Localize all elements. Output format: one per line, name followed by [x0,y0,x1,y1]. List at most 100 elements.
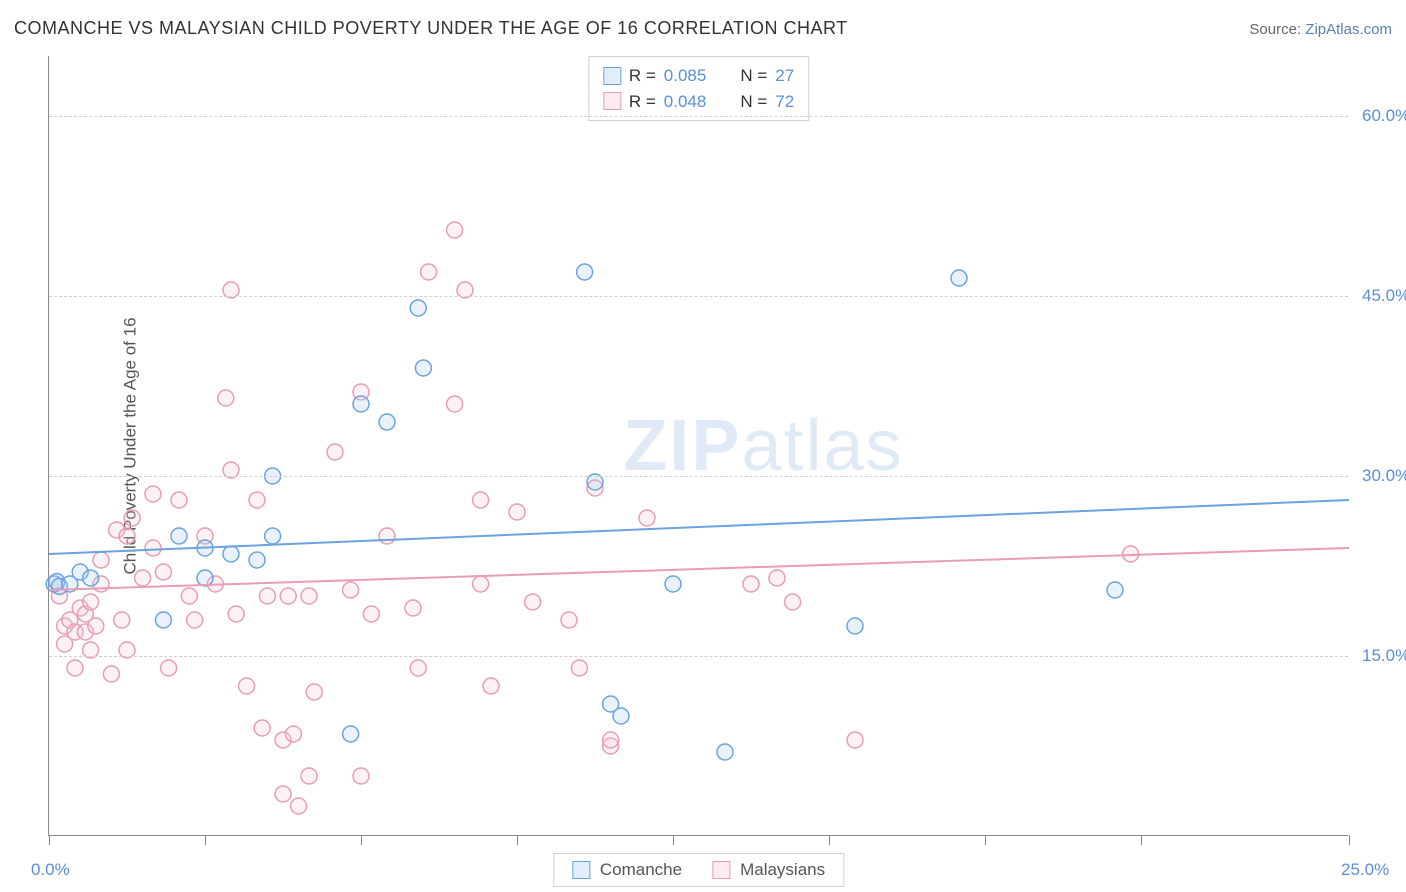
source-attribution: Source: ZipAtlas.com [1249,21,1392,38]
data-point [83,594,99,610]
data-point [717,744,733,760]
chart-title: COMANCHE VS MALAYSIAN CHILD POVERTY UNDE… [14,18,848,39]
legend-r-value: 0.085 [664,63,707,89]
data-point [301,768,317,784]
x-tick [205,835,206,845]
data-point [509,504,525,520]
data-point [88,618,104,634]
data-point [280,588,296,604]
data-point [410,300,426,316]
data-point [306,684,322,700]
trend-line [49,500,1349,554]
data-point [181,588,197,604]
data-point [301,588,317,604]
data-point [155,564,171,580]
scatter-svg [49,56,1348,835]
data-point [473,576,489,592]
data-point [639,510,655,526]
legend-n-label: N = [740,63,767,89]
series-legend-label: Malaysians [740,860,825,880]
stats-legend-row: R = 0.048N = 72 [603,89,794,115]
data-point [223,546,239,562]
y-tick-label: 15.0% [1352,646,1406,666]
source-label: Source: [1249,21,1301,38]
data-point [171,528,187,544]
gridline [49,116,1348,117]
legend-swatch [712,861,730,879]
data-point [187,612,203,628]
data-point [561,612,577,628]
x-axis-max-label: 25.0% [1341,860,1389,880]
series-legend-item: Malaysians [712,860,825,880]
x-tick [517,835,518,845]
data-point [743,576,759,592]
x-tick [985,835,986,845]
x-tick [1349,835,1350,845]
legend-swatch [603,67,621,85]
data-point [603,732,619,748]
trend-line [49,548,1349,590]
x-axis-min-label: 0.0% [31,860,70,880]
data-point [785,594,801,610]
legend-n-value: 72 [775,89,794,115]
x-tick [49,835,50,845]
legend-r-label: R = [629,63,656,89]
data-point [249,492,265,508]
stats-legend-row: R = 0.085 N = 27 [603,63,794,89]
data-point [218,390,234,406]
data-point [249,552,265,568]
data-point [254,720,270,736]
gridline [49,656,1348,657]
data-point [769,570,785,586]
data-point [343,582,359,598]
series-legend: Comanche Malaysians [553,853,844,887]
data-point [161,660,177,676]
legend-swatch [572,861,590,879]
legend-r-label: R = [629,89,656,115]
stats-legend: R = 0.085 N = 27R = 0.048N = 72 [588,56,809,121]
legend-n-value: 27 [775,63,794,89]
gridline [49,296,1348,297]
data-point [847,732,863,748]
data-point [421,264,437,280]
data-point [197,570,213,586]
data-point [228,606,244,622]
data-point [171,492,187,508]
gridline [49,476,1348,477]
data-point [405,600,421,616]
series-legend-label: Comanche [600,860,682,880]
data-point [275,786,291,802]
data-point [291,798,307,814]
data-point [577,264,593,280]
data-point [135,570,151,586]
x-tick [1141,835,1142,845]
data-point [847,618,863,634]
data-point [285,726,301,742]
data-point [239,678,255,694]
plot-area: ZIPatlas R = 0.085N = 27R = 0.048N = 72 … [48,56,1348,836]
series-legend-item: Comanche [572,860,682,880]
data-point [379,414,395,430]
data-point [155,612,171,628]
data-point [124,510,140,526]
legend-n-label: N = [740,89,767,115]
data-point [951,270,967,286]
y-tick-label: 30.0% [1352,466,1406,486]
source-link[interactable]: ZipAtlas.com [1305,21,1392,38]
data-point [410,660,426,676]
data-point [259,588,275,604]
data-point [83,570,99,586]
x-tick [829,835,830,845]
data-point [447,396,463,412]
data-point [665,576,681,592]
data-point [447,222,463,238]
legend-swatch [603,92,621,110]
data-point [571,660,587,676]
data-point [145,486,161,502]
y-tick-label: 45.0% [1352,286,1406,306]
x-tick [361,835,362,845]
data-point [93,552,109,568]
data-point [363,606,379,622]
data-point [327,444,343,460]
data-point [265,528,281,544]
